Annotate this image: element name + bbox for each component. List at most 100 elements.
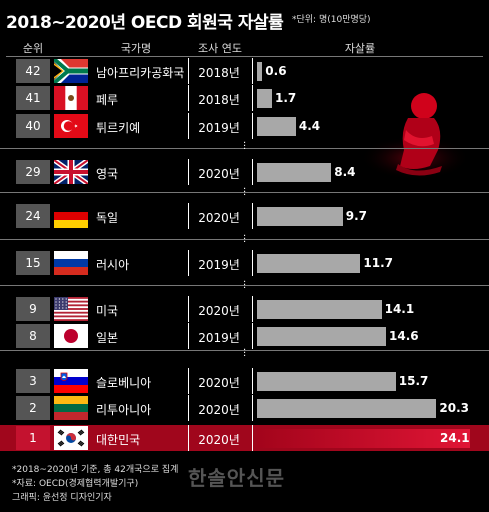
bar-value-label: 11.7 [363, 256, 394, 270]
header-rate: 자살률 [344, 42, 376, 55]
chart-row: 24 독일 2020년 9.7 [0, 203, 489, 229]
slovenia-flag-icon [54, 369, 88, 393]
group-separator [0, 350, 489, 351]
chart-row: 9 미국 2020년 14.1 [0, 296, 489, 322]
rank-label: 3 [16, 369, 50, 393]
rank-label: 8 [16, 324, 50, 348]
column-divider [188, 296, 189, 322]
ellipsis-dots: · · · [243, 184, 247, 201]
bar-value-label: 15.7 [398, 374, 429, 388]
country-label: 러시아 [96, 258, 130, 272]
germany-flag-icon [54, 204, 88, 228]
chart-row: 3 슬로베니아 2020년 15.7 [0, 368, 489, 394]
chart-title: 2018~2020년 OECD 회원국 자살률 [6, 13, 284, 33]
bar [257, 207, 343, 226]
group-separator [0, 239, 489, 240]
group-separator [0, 285, 489, 286]
chart-row: 8 일본 2019년 14.6 [0, 323, 489, 349]
bar-value-label: 14.1 [384, 302, 415, 316]
chart-row: 15 러시아 2019년 11.7 [0, 250, 489, 276]
bar [257, 327, 387, 346]
usa-flag-icon [54, 297, 88, 321]
bar [257, 372, 396, 391]
year-label: 2020년 [198, 376, 240, 390]
south-africa-flag-icon [54, 59, 88, 83]
year-label: 2020년 [198, 167, 240, 181]
footnote-credit: 그래픽: 윤선정 디자인기자 [12, 493, 112, 503]
bar [257, 89, 273, 108]
header-rank: 순위 [22, 42, 44, 55]
sad-figure-illustration [360, 93, 470, 180]
column-divider [252, 296, 253, 322]
country-label: 미국 [96, 304, 119, 318]
column-divider [188, 58, 189, 84]
chart-row: 42 남아프리카공화국 2018년 0.6 [0, 58, 489, 84]
column-divider [252, 85, 253, 111]
column-divider [252, 323, 253, 349]
rank-label: 2 [16, 396, 50, 420]
japan-flag-icon [54, 324, 88, 348]
ellipsis-dots: · · · [243, 277, 247, 294]
bar [257, 429, 470, 448]
chart-row: 29 영국 2020년 8.4 [0, 159, 489, 185]
year-label: 2019년 [198, 331, 240, 345]
rank-label: 29 [16, 160, 50, 184]
country-label: 독일 [96, 211, 119, 225]
year-label: 2018년 [198, 66, 240, 80]
column-divider [188, 159, 189, 185]
bar [257, 300, 382, 319]
column-divider [188, 425, 189, 451]
bar-value-label: 14.6 [389, 329, 419, 343]
turkey-flag-icon [54, 114, 88, 138]
year-label: 2019년 [198, 258, 240, 272]
chart-row: 2 리투아니아 2020년 20.3 [0, 395, 489, 421]
header-year: 조사 연도 [198, 42, 242, 55]
bar-value-label: 4.4 [298, 119, 321, 133]
lithuania-flag-icon [54, 396, 88, 420]
bar-value-label: 20.3 [439, 401, 470, 415]
country-label: 남아프리카공화국 [96, 66, 185, 80]
column-divider [252, 159, 253, 185]
year-label: 2020년 [198, 403, 240, 417]
column-divider [252, 113, 253, 139]
bar [257, 62, 263, 81]
rank-label: 41 [16, 86, 50, 110]
column-divider [252, 368, 253, 394]
year-label: 2020년 [198, 433, 240, 447]
column-divider [188, 323, 189, 349]
footnote-basis: *2018~2020년 기준, 총 42개국으로 집계 [12, 465, 179, 475]
ellipsis-dots: · · · [243, 231, 247, 248]
header-divider [6, 56, 483, 57]
korea-flag-icon [54, 426, 88, 450]
column-divider [188, 395, 189, 421]
rank-label: 9 [16, 297, 50, 321]
chart-row: 40 튀르키예 2019년 4.4 [0, 113, 489, 139]
footnote-source: *자료: OECD(경제협력개발기구) [12, 479, 139, 489]
bar [257, 254, 361, 273]
ellipsis-dots: · · · [243, 138, 247, 155]
year-label: 2019년 [198, 121, 240, 135]
bar [257, 117, 296, 136]
country-label: 대한민국 [96, 433, 141, 447]
bar [257, 399, 437, 418]
uk-flag-icon [54, 160, 88, 184]
peru-flag-icon [54, 86, 88, 110]
bar [257, 163, 332, 182]
rank-label: 40 [16, 114, 50, 138]
country-label: 일본 [96, 331, 119, 345]
bar-value-label: 8.4 [334, 165, 356, 179]
column-divider [188, 250, 189, 276]
russia-flag-icon [54, 251, 88, 275]
country-label: 리투아니아 [96, 403, 152, 417]
year-label: 2020년 [198, 211, 240, 225]
column-divider [252, 203, 253, 229]
bar-value-label: 24.1 [440, 431, 470, 445]
chart-row: 41 페루 2018년 1.7 [0, 85, 489, 111]
country-label: 튀르키예 [96, 121, 141, 135]
ellipsis-dots: · · · [243, 345, 247, 362]
column-divider [252, 425, 253, 451]
year-label: 2020년 [198, 304, 240, 318]
rank-label: 42 [16, 59, 50, 83]
bar-value-label: 0.6 [265, 64, 287, 78]
